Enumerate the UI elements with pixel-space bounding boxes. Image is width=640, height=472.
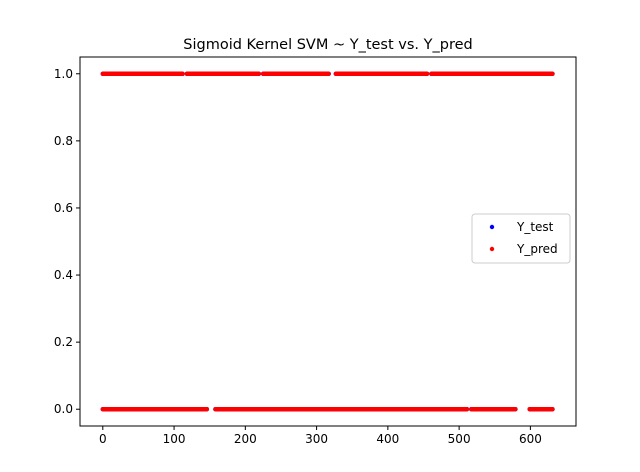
x-tick-label: 200	[234, 432, 257, 446]
data-points	[100, 71, 555, 412]
x-axis: 0 100 200 300 400 500 600	[99, 426, 542, 446]
x-tick-label: 600	[519, 432, 542, 446]
x-tick-label: 100	[163, 432, 186, 446]
y-tick-label: 0.6	[54, 201, 73, 215]
data-point	[513, 407, 518, 412]
data-point	[204, 407, 210, 412]
x-tick-label: 500	[448, 432, 471, 446]
data-point	[180, 71, 185, 76]
y-tick-label: 0.4	[54, 268, 73, 282]
y-tick-label: 0.8	[54, 134, 73, 148]
x-tick-label: 300	[305, 432, 328, 446]
plot-frame	[79, 56, 577, 427]
legend: Y_test Y_pred	[471, 213, 571, 264]
y-axis: 0.0 0.2 0.4 0.6 0.8 1.0	[54, 67, 80, 416]
y-tick-label: 1.0	[54, 67, 73, 81]
data-point	[256, 71, 262, 76]
legend-label-y-pred: Y_pred	[516, 242, 558, 256]
legend-marker-y-pred	[489, 246, 495, 252]
chart-title: Sigmoid Kernel SVM ~ Y_test vs. Y_pred	[183, 37, 472, 53]
data-point	[326, 71, 331, 76]
data-point	[550, 71, 555, 76]
data-point	[464, 407, 470, 412]
legend-label-y-test: Y_test	[516, 220, 554, 234]
x-tick-label: 0	[99, 432, 107, 446]
x-tick-label: 400	[376, 432, 399, 446]
y-tick-label: 0.2	[54, 335, 73, 349]
legend-marker-y-test	[489, 224, 495, 230]
data-point	[550, 407, 555, 412]
y-tick-label: 0.0	[54, 402, 73, 416]
legend-box	[471, 213, 571, 264]
series-y-pred	[100, 71, 555, 412]
data-point	[424, 71, 430, 76]
